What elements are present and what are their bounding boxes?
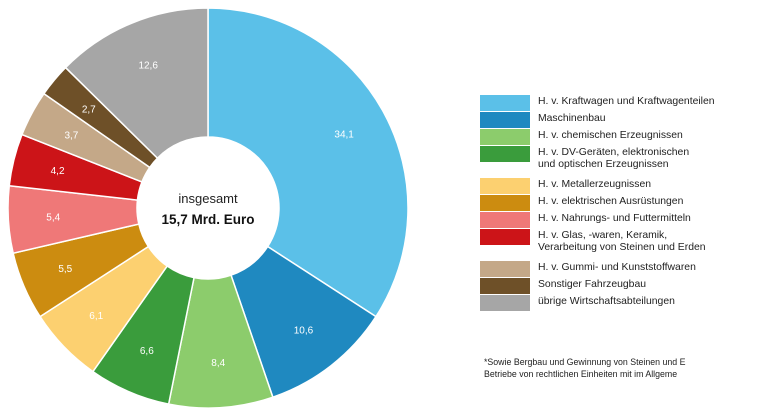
slice-value-label: 4,2: [51, 166, 65, 177]
slice-value-label: 8,4: [211, 358, 225, 369]
legend-label: H. v. Metallerzeugnissen: [538, 177, 651, 191]
slice-value-label: 6,1: [89, 311, 103, 322]
footnote: *Sowie Bergbau und Gewinnung von Steinen…: [484, 357, 779, 380]
legend-swatch: [480, 195, 530, 211]
legend-swatch: [480, 212, 530, 228]
legend-swatch: [480, 261, 530, 277]
legend-swatch: [480, 178, 530, 194]
center-label: insgesamt: [178, 191, 238, 206]
legend-swatch: [480, 278, 530, 294]
legend-item: H. v. Gummi- und Kunststoffwaren: [480, 260, 779, 277]
legend-label-line: H. v. Nahrungs- und Futtermitteln: [538, 213, 691, 224]
legend-swatch: [480, 295, 530, 311]
legend-label: H. v. Kraftwagen und Kraftwagenteilen: [538, 94, 715, 108]
legend-label: H. v. DV-Geräten, elektronischen und opti…: [538, 145, 689, 171]
legend-item: H. v. elektrischen Ausrüstungen: [480, 194, 779, 211]
legend-label-line: Sonstiger Fahrzeugbau: [538, 279, 647, 290]
slice-value-label: 12,6: [138, 61, 158, 72]
legend-label-line: H. v. Glas, -waren, Keramik,: [538, 230, 668, 241]
legend-label: übrige Wirtschaftsabteilungen: [538, 294, 675, 308]
legend-item: H. v. Kraftwagen und Kraftwagenteilen: [480, 94, 779, 111]
legend-swatch: [480, 112, 530, 128]
legend-swatch: [480, 129, 530, 145]
legend-label-line: H. v. Gummi- und Kunststoffwaren: [538, 262, 696, 273]
legend-item: H. v. Glas, -waren, Keramik, Verarbeitung…: [480, 228, 779, 254]
legend-label-line: H. v. chemischen Erzeugnissen: [538, 130, 683, 141]
slice-value-label: 2,7: [82, 104, 96, 115]
legend-item: H. v. Metallerzeugnissen: [480, 177, 779, 194]
slice-value-label: 5,5: [58, 264, 72, 275]
legend-label-line: H. v. DV-Geräten, elektronischen: [538, 147, 690, 158]
legend-label-line: und optischen Erzeugnissen: [538, 159, 669, 170]
legend-label-line: H. v. elektrischen Ausrüstungen: [538, 196, 684, 207]
legend-label: H. v. Nahrungs- und Futtermitteln: [538, 211, 691, 225]
slice-value-label: 34,1: [334, 129, 354, 140]
legend-label-line: übrige Wirtschaftsabteilungen: [538, 296, 675, 307]
legend-swatch: [480, 95, 530, 111]
legend-item: H. v. DV-Geräten, elektronischen und opti…: [480, 145, 779, 171]
legend-item: übrige Wirtschaftsabteilungen: [480, 294, 779, 311]
donut-slices: [7, 7, 409, 409]
legend-label: Sonstiger Fahrzeugbau: [538, 277, 646, 291]
legend-label: Maschinenbau: [538, 111, 606, 125]
slice-value-label: 6,6: [140, 346, 154, 357]
legend-swatch: [480, 229, 530, 245]
legend-item: Maschinenbau: [480, 111, 779, 128]
center-total: 15,7 Mrd. Euro: [161, 212, 254, 227]
legend-label-line: H. v. Metallerzeugnissen: [538, 179, 651, 190]
slice-value-label: 5,4: [46, 213, 60, 224]
legend-label: H. v. elektrischen Ausrüstungen: [538, 194, 683, 208]
legend-item: H. v. Nahrungs- und Futtermitteln: [480, 211, 779, 228]
legend-label-line: H. v. Kraftwagen und Kraftwagenteilen: [538, 96, 715, 107]
footnote-line: *Sowie Bergbau und Gewinnung von Steinen…: [484, 357, 686, 367]
footnote-line: Betriebe von rechtlichen Einheiten mit i…: [484, 368, 678, 379]
legend-item: Sonstiger Fahrzeugbau: [480, 277, 779, 294]
legend: H. v. Kraftwagen und Kraftwagenteilen Mas…: [480, 94, 779, 311]
slice-value-label: 3,7: [64, 130, 78, 141]
legend-label: H. v. Gummi- und Kunststoffwaren: [538, 260, 696, 274]
legend-label: H. v. Glas, -waren, Keramik, Verarbeitung…: [538, 228, 706, 254]
legend-item: H. v. chemischen Erzeugnissen: [480, 128, 779, 145]
donut-chart: 34,1 10,6 8,4 6,6 6,1 5,5 5,4 4,2 3,7 2,7 12,6 ins…: [7, 7, 409, 409]
legend-label-line: Maschinenbau: [538, 113, 606, 124]
legend-label-line: Verarbeitung von Steinen und Erden: [538, 242, 706, 253]
slice-value-label: 10,6: [294, 326, 314, 337]
legend-label: H. v. chemischen Erzeugnissen: [538, 128, 683, 142]
donut-hole: [137, 137, 279, 279]
legend-swatch: [480, 146, 530, 162]
slice-value-labels: 34,1 10,6 8,4 6,6 6,1 5,5 5,4 4,2 3,7 2,7 12,6: [46, 61, 354, 370]
